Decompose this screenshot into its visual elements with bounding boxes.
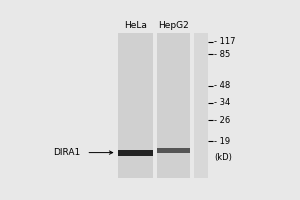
Text: - 85: - 85 (214, 50, 230, 59)
Text: HepG2: HepG2 (158, 21, 189, 30)
Text: - 19: - 19 (214, 137, 230, 146)
Bar (157, 33, 190, 178)
Bar (118, 33, 153, 178)
Text: - 48: - 48 (214, 81, 230, 90)
Bar (157, 148, 190, 153)
Text: (kD): (kD) (214, 153, 232, 162)
Text: DIRA1: DIRA1 (53, 148, 80, 157)
Text: HeLa: HeLa (124, 21, 147, 30)
Text: - 26: - 26 (214, 116, 230, 125)
Bar (194, 33, 208, 178)
Text: - 34: - 34 (214, 98, 230, 107)
Bar (118, 150, 153, 156)
Text: - 117: - 117 (214, 37, 236, 46)
